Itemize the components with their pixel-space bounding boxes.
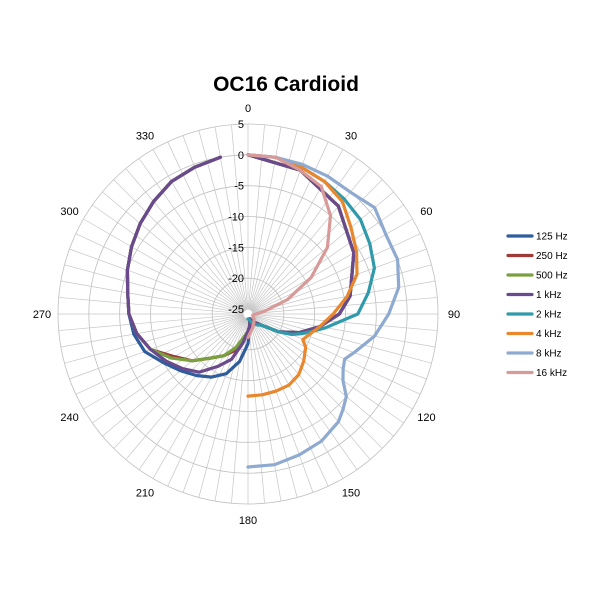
legend-label: 250 Hz [536, 251, 568, 262]
grid-spoke [252, 314, 436, 348]
grid-spoke [102, 191, 245, 312]
grid-spoke [248, 318, 265, 504]
angle-tick-label: 120 [417, 412, 435, 424]
grid-spoke [182, 135, 247, 310]
legend-label: 8 kHz [536, 349, 562, 360]
grid-spoke [250, 158, 358, 311]
grid-spoke [249, 318, 314, 493]
grid-spoke [252, 314, 432, 364]
polar-grid [57, 123, 439, 505]
series-line-5 [246, 153, 359, 398]
grid-spoke [252, 315, 421, 395]
grid-spoke [83, 218, 244, 312]
angle-tick-label: 0 [245, 103, 251, 115]
grid-spoke [251, 179, 383, 311]
grid-spoke [138, 158, 246, 311]
series-lines [125, 153, 401, 469]
legend-label: 4 kHz [536, 329, 562, 340]
angle-tick-label: 270 [33, 309, 51, 321]
angle-tick-label: 150 [342, 487, 360, 499]
radial-tick-label: -20 [228, 273, 244, 285]
legend: 125 Hz 250 Hz 500 Hz 1 kHz 2 kHz 4 kHz 8 kHz 16… [506, 232, 568, 379]
grid-spoke [64, 264, 244, 314]
grid-spoke [152, 318, 246, 479]
grid-spoke [113, 179, 245, 311]
grid-spoke [167, 318, 247, 487]
legend-label: 16 kHz [536, 368, 567, 379]
angle-tick-label: 300 [60, 206, 78, 218]
grid-spoke [113, 317, 245, 449]
series-line-7 [246, 153, 333, 340]
series-line-6 [246, 153, 401, 469]
grid-spoke [69, 248, 244, 313]
grid-spoke [167, 141, 247, 310]
angle-tick-label: 30 [345, 131, 357, 143]
radial-tick-label: -10 [228, 212, 244, 224]
grid-spoke [252, 280, 436, 314]
series-line-3 [125, 153, 356, 374]
angle-tick-label: 210 [136, 487, 154, 499]
grid-spoke [58, 297, 244, 314]
radial-tick-label: -25 [228, 304, 244, 316]
grid-spoke [92, 204, 245, 312]
grid-spoke [248, 318, 298, 498]
legend-label: 1 kHz [536, 290, 562, 301]
angle-tick-label: 90 [448, 309, 460, 321]
grid-spoke [64, 314, 244, 364]
series-line-4 [246, 153, 376, 336]
grid-spoke [69, 315, 244, 380]
grid-spoke [198, 130, 248, 310]
grid-spoke [251, 204, 404, 312]
grid-spoke [231, 124, 248, 310]
angle-tick-label: 240 [60, 412, 78, 424]
grid-spoke [251, 191, 394, 312]
grid-spoke [249, 318, 329, 487]
grid-spoke [138, 317, 246, 470]
grid-spoke [251, 316, 404, 424]
grid-spoke [252, 264, 432, 314]
grid-spoke [75, 233, 244, 313]
grid-spoke [250, 318, 344, 479]
grid-spoke [60, 280, 244, 314]
angle-tick-label: 60 [420, 206, 432, 218]
grid-spoke [251, 316, 394, 437]
radial-tick-label: 0 [238, 150, 244, 162]
grid-spoke [152, 149, 246, 310]
grid-spoke [250, 317, 371, 460]
chart-title: OC16 Cardioid [213, 73, 359, 96]
legend-label: 125 Hz [536, 232, 568, 243]
angular-tick-labels: 0 30 60 90 120 150 180 210 240 270 300 330 [33, 103, 460, 527]
radial-tick-label: 5 [238, 119, 244, 131]
grid-spoke [252, 315, 427, 380]
radial-tick-label: -15 [228, 242, 244, 254]
grid-spoke [250, 317, 358, 470]
radial-tick-labels: 5 0 -5 -10 -15 -20 -25 [228, 119, 244, 316]
legend-label: 2 kHz [536, 310, 562, 321]
angle-tick-label: 330 [136, 131, 154, 143]
legend-label: 500 Hz [536, 271, 568, 282]
radial-tick-label: -5 [234, 181, 244, 193]
grid-spoke [125, 168, 246, 311]
grid-spoke [92, 316, 245, 424]
grid-spoke [251, 317, 383, 449]
angle-tick-label: 180 [239, 515, 257, 527]
grid-spoke [248, 318, 282, 502]
grid-spoke [214, 318, 248, 502]
grid-spoke [125, 317, 246, 460]
grid-spoke [60, 314, 244, 348]
grid-spoke [58, 314, 244, 331]
grid-spoke [102, 316, 245, 437]
grid-spoke [252, 314, 438, 331]
